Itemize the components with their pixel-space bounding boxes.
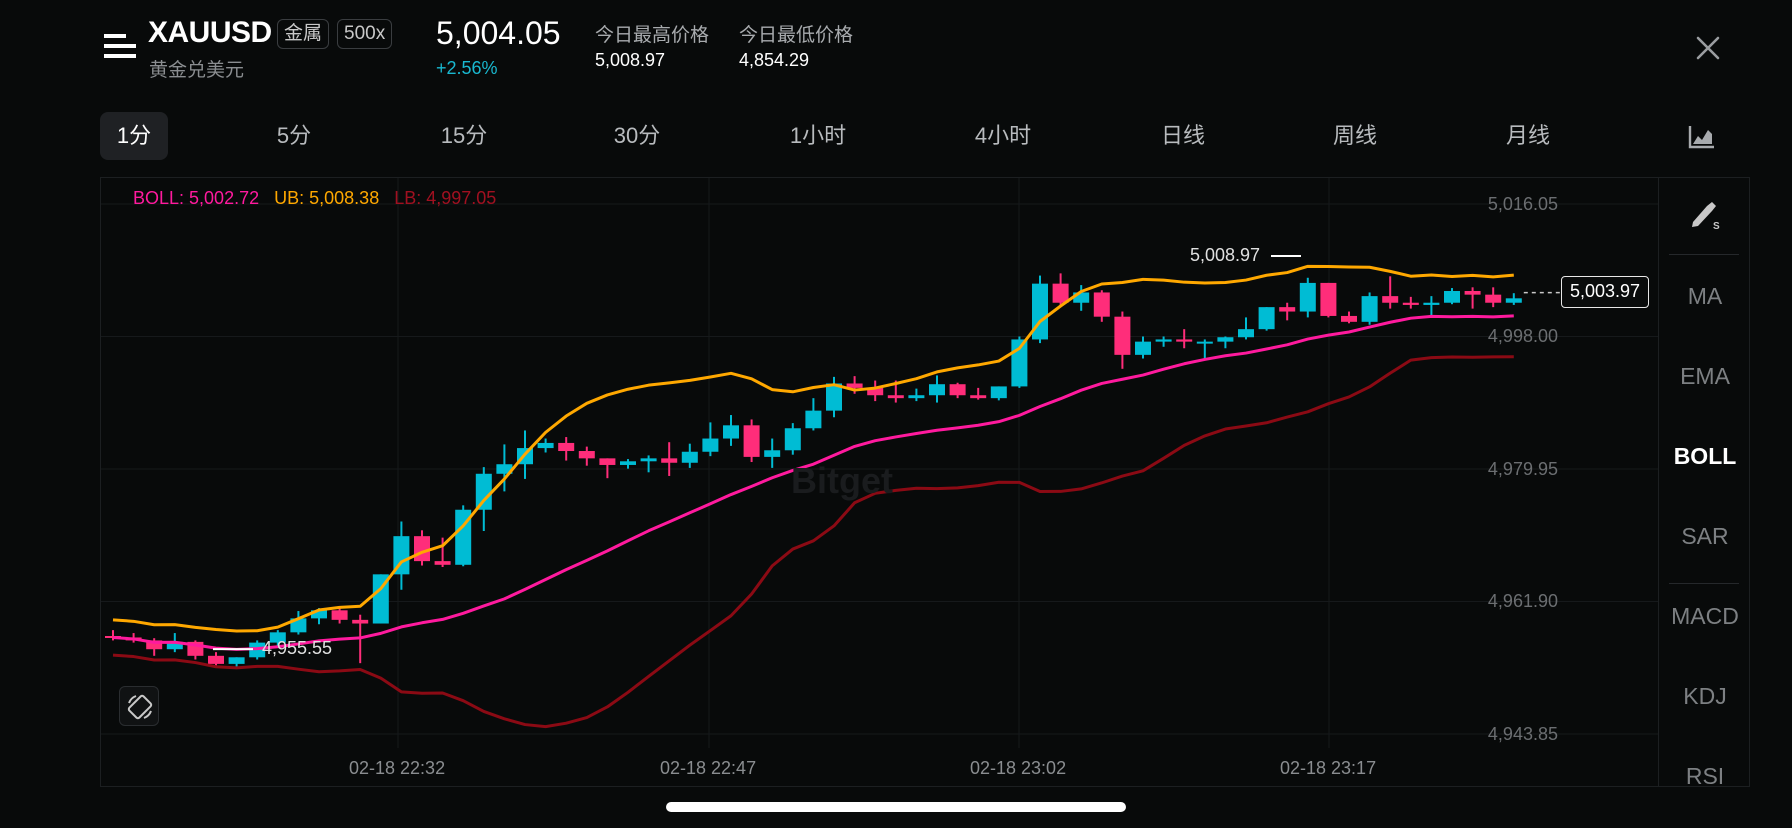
close-icon[interactable] [1694,34,1722,62]
tab-30m[interactable]: 30分 [613,123,661,148]
day-low-value: 4,854.29 [739,50,810,70]
chart-area[interactable]: Bitget BOLL: 5,002.72 UB: 5,008.38 LB: 4… [100,177,1750,789]
indicator-boll[interactable]: BOLL [1673,443,1737,469]
tab-1m[interactable]: 1分 [100,112,168,160]
tab-15m[interactable]: 15分 [440,123,488,148]
chart-type-icon[interactable] [1688,124,1716,150]
indicator-kdj[interactable]: KDJ [1683,683,1727,709]
x-tick: 02-18 22:47 [660,758,757,778]
category-tag: 金属 [277,19,330,49]
ub-value: UB: 5,008.38 [274,188,380,208]
high-marker-label: 5,008.97 [1190,245,1261,265]
indicator-macd[interactable]: MACD [1671,603,1739,629]
candlestick-plot[interactable]: Bitget BOLL: 5,002.72 UB: 5,008.38 LB: 4… [101,178,1658,748]
watermark-logo: Bitget [791,460,893,501]
tab-weekly[interactable]: 周线 [1332,123,1377,148]
day-high-label: 今日最高价格 [595,25,710,46]
indicator-rsi[interactable]: RSI [1685,763,1725,789]
day-high-value: 5,008.97 [595,50,666,70]
tab-monthly[interactable]: 月线 [1505,123,1550,148]
boll-value: BOLL: 5,002.72 [133,188,260,208]
tab-daily[interactable]: 日线 [1160,123,1205,148]
drawing-tool-icon[interactable]: S [1689,200,1723,230]
home-indicator [666,802,1126,812]
lb-value: LB: 4,997.05 [394,188,497,208]
tab-1h[interactable]: 1小时 [789,123,847,148]
menu-icon[interactable] [104,32,136,62]
x-tick: 02-18 22:32 [349,758,446,778]
rotate-icon [127,694,153,720]
y-tick: 4,961.90 [1487,591,1558,611]
y-tick: 4,943.85 [1487,724,1558,744]
boll-legend: BOLL: 5,002.72 UB: 5,008.38 LB: 4,997.05 [133,188,506,209]
change-percent: +2.56% [436,58,498,78]
tab-5m[interactable]: 5分 [276,123,312,148]
y-tick: 4,979.95 [1487,459,1558,479]
last-price: 5,004.05 [436,15,561,51]
indicator-sar[interactable]: SAR [1681,523,1729,549]
indicator-ema[interactable]: EMA [1680,363,1730,389]
indicator-sidebar: S MA EMA BOLL SAR MACD KDJ RSI [1658,178,1750,789]
y-tick: 5,016.05 [1487,194,1558,214]
low-marker-label: 4,955.55 [262,638,333,658]
svg-text:S: S [1713,221,1720,230]
day-low-label: 今日最低价格 [739,25,854,46]
indicator-ma[interactable]: MA [1687,283,1723,309]
x-tick: 02-18 23:02 [970,758,1067,778]
symbol-subname: 黄金兑美元 [149,60,245,81]
timeframe-tabs: 1分 5分 15分 30分 1小时 4小时 日线 周线 月线 [100,112,1720,160]
header: XAUUSD 金属 500x 黄金兑美元 5,004.05 +2.56% 今日最… [0,0,1792,100]
last-price-badge: 5,003.97 [1561,276,1650,308]
symbol-title[interactable]: XAUUSD [148,16,272,49]
x-tick: 02-18 23:17 [1280,758,1377,778]
tab-4h[interactable]: 4小时 [974,123,1032,148]
y-tick: 4,998.00 [1487,326,1558,346]
rotate-screen-button[interactable] [119,686,159,726]
chart-canvas [101,178,1658,748]
leverage-tag: 500x [337,19,393,49]
